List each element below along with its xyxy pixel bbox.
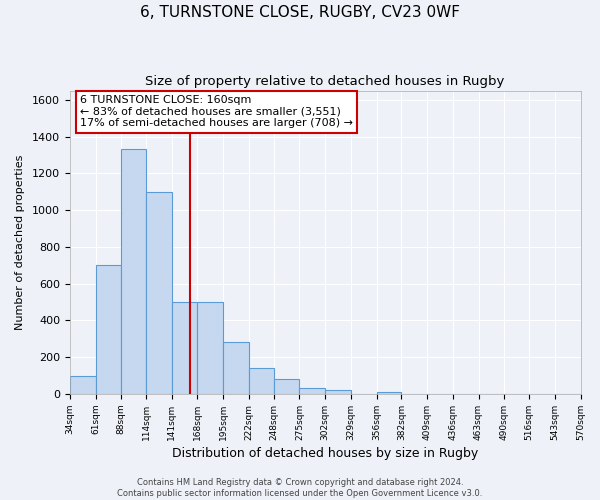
Bar [70,376,95,394]
Bar [172,302,197,394]
Title: Size of property relative to detached houses in Rugby: Size of property relative to detached ho… [145,75,505,88]
Bar [197,302,223,394]
Bar [95,265,121,394]
Text: 6, TURNSTONE CLOSE, RUGBY, CV23 0WF: 6, TURNSTONE CLOSE, RUGBY, CV23 0WF [140,5,460,20]
Bar [274,379,299,394]
Y-axis label: Number of detached properties: Number of detached properties [15,154,25,330]
Bar [249,368,274,394]
Bar [146,192,172,394]
Text: Contains HM Land Registry data © Crown copyright and database right 2024.
Contai: Contains HM Land Registry data © Crown c… [118,478,482,498]
Bar [299,388,325,394]
Bar [121,150,146,394]
X-axis label: Distribution of detached houses by size in Rugby: Distribution of detached houses by size … [172,447,478,460]
Bar [325,390,351,394]
Bar [223,342,249,394]
Bar [377,392,401,394]
Text: 6 TURNSTONE CLOSE: 160sqm
← 83% of detached houses are smaller (3,551)
17% of se: 6 TURNSTONE CLOSE: 160sqm ← 83% of detac… [80,95,353,128]
